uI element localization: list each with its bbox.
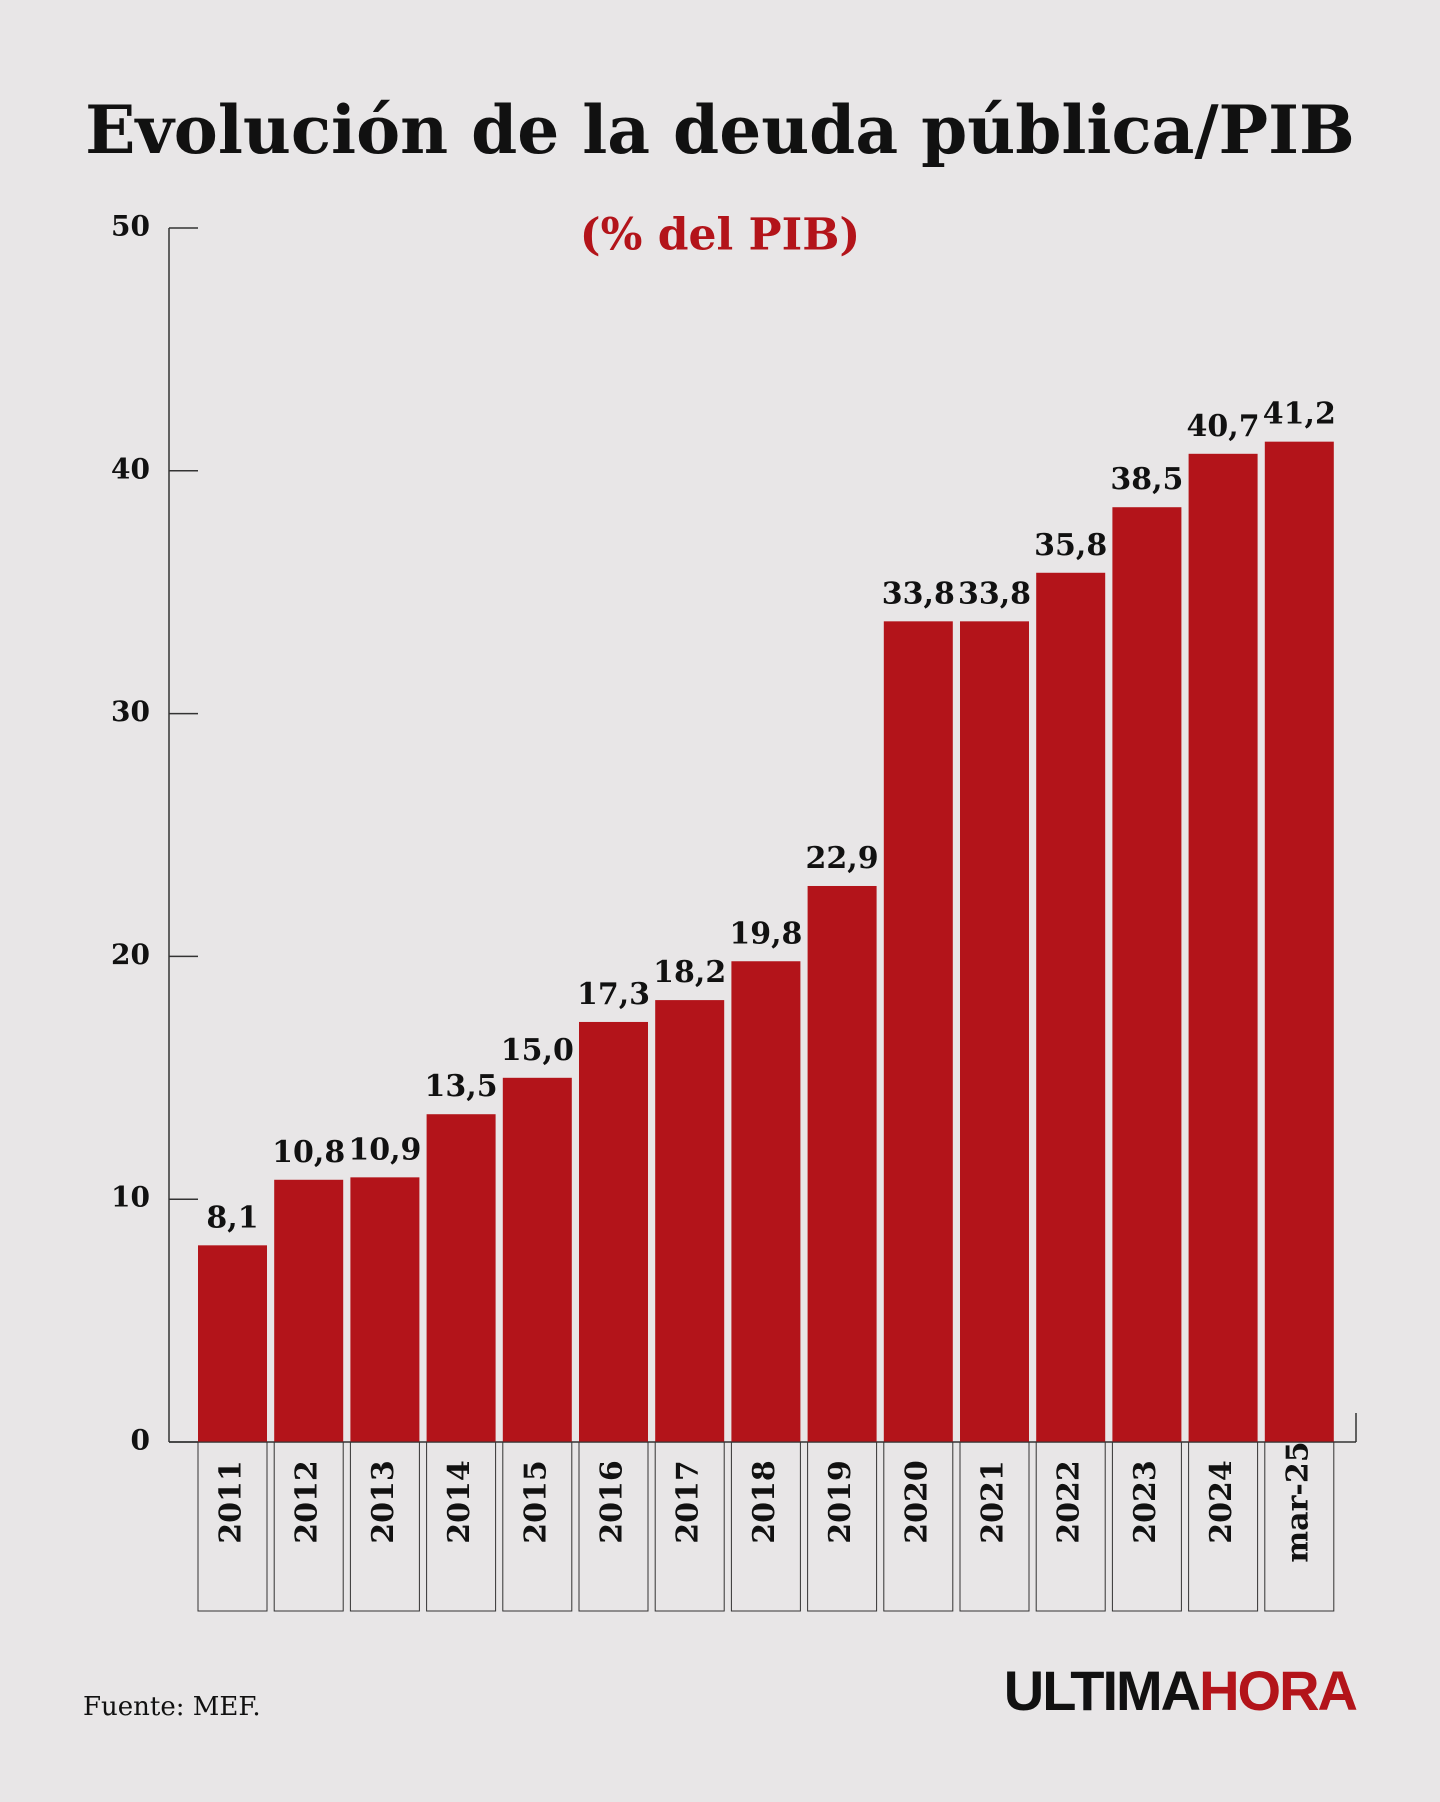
value-label: 17,3 bbox=[577, 977, 650, 1012]
logo-dark: ULTIMA bbox=[1004, 1659, 1200, 1722]
bar bbox=[1112, 507, 1182, 1443]
x-tick-label: 2016 bbox=[595, 1460, 630, 1544]
value-label: 10,8 bbox=[272, 1135, 345, 1170]
bar bbox=[1264, 441, 1334, 1442]
x-tick-label: 2015 bbox=[518, 1460, 553, 1544]
bar bbox=[426, 1114, 496, 1442]
bar bbox=[502, 1077, 572, 1442]
x-tick-label: 2014 bbox=[442, 1460, 477, 1544]
x-tick-label: 2023 bbox=[1128, 1460, 1163, 1544]
x-tick-label: 2013 bbox=[366, 1460, 401, 1544]
category-box bbox=[807, 1441, 878, 1612]
bar bbox=[198, 1245, 267, 1442]
category-box bbox=[1111, 1441, 1182, 1612]
category-box bbox=[349, 1441, 420, 1612]
x-tick-label: 2020 bbox=[899, 1460, 934, 1544]
category-box bbox=[654, 1441, 725, 1612]
x-tick-label: 2024 bbox=[1204, 1460, 1239, 1544]
logo: ULTIMAHORA bbox=[1004, 1659, 1357, 1722]
x-tick-label: 2017 bbox=[671, 1460, 706, 1544]
bar bbox=[1188, 453, 1258, 1443]
value-label: 19,8 bbox=[729, 916, 802, 951]
value-label: 40,7 bbox=[1187, 409, 1260, 444]
bar bbox=[731, 961, 801, 1442]
value-label: 13,5 bbox=[425, 1069, 498, 1104]
bar bbox=[960, 621, 1029, 1442]
x-tick-label: 2011 bbox=[214, 1460, 249, 1544]
bar bbox=[883, 621, 953, 1442]
x-tick-label: 2019 bbox=[823, 1460, 858, 1544]
x-tick-label: 2012 bbox=[290, 1460, 325, 1544]
category-box bbox=[959, 1441, 1030, 1612]
category-box bbox=[197, 1441, 268, 1612]
bar bbox=[274, 1179, 344, 1442]
bar bbox=[350, 1177, 420, 1442]
value-label: 18,2 bbox=[653, 955, 726, 990]
x-tick-label: 2022 bbox=[1052, 1460, 1087, 1544]
category-box bbox=[883, 1441, 954, 1612]
value-label: 33,8 bbox=[882, 576, 955, 611]
bar bbox=[655, 1000, 725, 1442]
value-label: 35,8 bbox=[1034, 528, 1107, 563]
value-label: 10,9 bbox=[348, 1132, 421, 1167]
value-label: 22,9 bbox=[806, 841, 879, 876]
chart-title: Evolución de la deuda pública/PIB bbox=[85, 91, 1355, 169]
value-label: 33,8 bbox=[958, 576, 1031, 611]
y-tick-label: 50 bbox=[111, 210, 150, 243]
category-box bbox=[502, 1441, 573, 1612]
category-box bbox=[1264, 1441, 1335, 1612]
x-tick-label: mar-25 bbox=[1280, 1441, 1315, 1562]
bar bbox=[1036, 572, 1106, 1442]
category-box bbox=[1188, 1441, 1259, 1612]
category-box bbox=[578, 1441, 649, 1612]
chart-subtitle: (% del PIB) bbox=[580, 210, 860, 261]
category-box bbox=[730, 1441, 801, 1612]
value-label: 15,0 bbox=[501, 1033, 574, 1068]
bar bbox=[579, 1021, 648, 1442]
value-label: 38,5 bbox=[1110, 462, 1183, 497]
category-box bbox=[1035, 1441, 1106, 1612]
category-box bbox=[426, 1441, 497, 1612]
y-tick-label: 20 bbox=[111, 938, 150, 971]
y-tick-label: 10 bbox=[111, 1181, 150, 1214]
value-label: 41,2 bbox=[1263, 397, 1336, 432]
x-tick-label: 2018 bbox=[747, 1460, 782, 1544]
category-box bbox=[273, 1441, 344, 1612]
y-tick-label: 40 bbox=[111, 452, 150, 485]
x-tick-label: 2021 bbox=[976, 1460, 1011, 1544]
logo-red: HORA bbox=[1199, 1659, 1356, 1722]
y-tick-label: 30 bbox=[111, 695, 150, 728]
y-tick-label: 0 bbox=[131, 1424, 150, 1457]
value-label: 8,1 bbox=[206, 1200, 258, 1235]
bar bbox=[807, 885, 877, 1442]
source: Fuente: MEF. bbox=[83, 1692, 261, 1722]
